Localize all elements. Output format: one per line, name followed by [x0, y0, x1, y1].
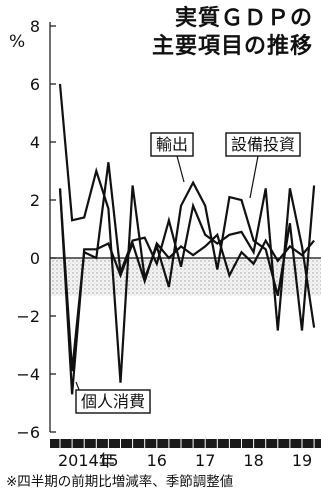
y-tick-label: 0: [30, 249, 40, 268]
chart-title-line1: 実質ＧＤＰの: [174, 6, 313, 31]
y-tick-label: 8: [30, 17, 40, 36]
y-tick-label: −6: [16, 423, 40, 442]
annotation-exports-text: 輸出: [156, 135, 188, 154]
x-tick-label: 16: [147, 451, 167, 470]
y-tick-label: 4: [30, 133, 40, 152]
x-axis-band: [50, 439, 321, 448]
footnote: ※四半期の前期比増減率、季節調整値: [6, 474, 234, 490]
annotation-exports-box: [150, 132, 194, 157]
y-axis-unit: %: [9, 32, 26, 52]
annotation-capital-investment-leader: [249, 155, 259, 199]
y-tick-label: −4: [16, 365, 40, 384]
x-tick-label: 2014年: [58, 451, 115, 470]
annotation-capital-investment-text: 設備投資: [231, 135, 295, 154]
annotation-exports-leader: [176, 155, 185, 183]
x-tick-label: 17: [195, 451, 215, 470]
y-tick-label: 2: [30, 191, 40, 210]
line-capital-investment: [58, 162, 316, 372]
annotation-personal-consumption-box: [75, 389, 151, 414]
y-tick-label: −2: [16, 307, 40, 326]
y-tick-label: 6: [30, 75, 40, 94]
annotation-personal-consumption-text: 個人消費: [81, 392, 145, 411]
x-tick-label: 18: [243, 451, 263, 470]
annotation-capital-investment-box: [225, 132, 301, 157]
line-exports: [58, 83, 316, 383]
x-tick-label: 19: [292, 451, 312, 470]
x-tick-label: 15: [98, 451, 118, 470]
chart-title-line2: 主要項目の推移: [151, 34, 313, 59]
